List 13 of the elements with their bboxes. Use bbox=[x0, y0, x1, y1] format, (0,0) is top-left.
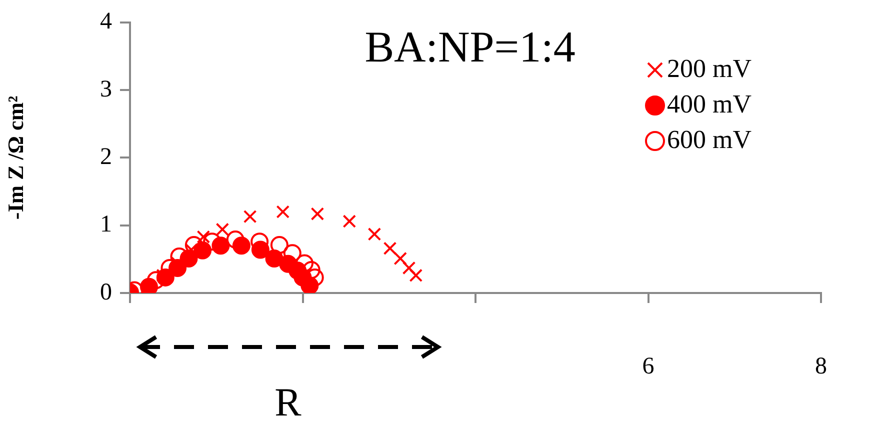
chart-title: BA:NP=1:4 bbox=[364, 22, 576, 72]
x-tick-label: 6 bbox=[642, 354, 654, 380]
y-tick-label: 1 bbox=[100, 212, 112, 238]
y-tick-label: 2 bbox=[100, 144, 112, 170]
legend-label: 600 mV bbox=[667, 124, 752, 154]
y-tick-label: 3 bbox=[100, 76, 112, 102]
legend-label: 200 mV bbox=[667, 54, 752, 83]
y-tick-label: 4 bbox=[100, 8, 112, 35]
text: R bbox=[274, 380, 302, 424]
legend-label: 400 mV bbox=[667, 89, 752, 118]
x-tick-label: 8 bbox=[815, 354, 827, 380]
y-axis-title: -Im Z /Ω cm² bbox=[2, 95, 28, 220]
y-tick-label: 0 bbox=[100, 279, 112, 306]
